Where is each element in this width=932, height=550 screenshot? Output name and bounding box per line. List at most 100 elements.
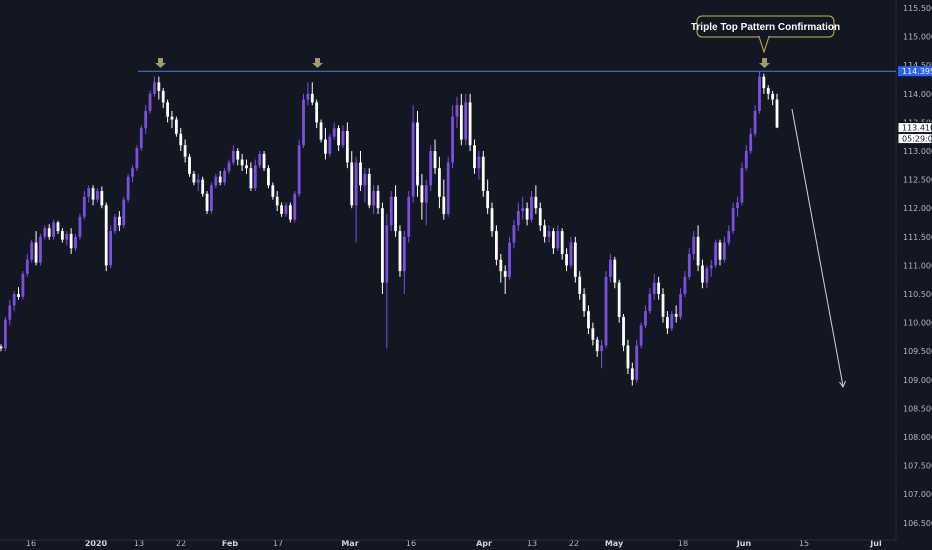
candle-body xyxy=(635,345,639,380)
candle-body xyxy=(740,168,744,203)
candle xyxy=(17,287,20,300)
candle xyxy=(670,311,674,332)
candle-body xyxy=(91,188,95,200)
candle xyxy=(218,171,222,186)
projection-arrow[interactable] xyxy=(791,108,846,389)
candle-body xyxy=(407,196,411,237)
candle xyxy=(367,168,371,209)
candle xyxy=(161,88,165,109)
candle xyxy=(359,151,362,192)
candle-body xyxy=(595,339,599,352)
candle xyxy=(464,93,468,146)
candle-body xyxy=(530,196,533,220)
annotation-callout[interactable]: Triple Top Pattern Confirmation xyxy=(691,15,840,54)
candle-body xyxy=(131,168,134,177)
candle-body xyxy=(161,90,165,103)
candle-body xyxy=(477,156,481,169)
candle-body xyxy=(52,222,56,237)
top-arrow-marker-1[interactable] xyxy=(155,58,166,68)
candle-body xyxy=(201,179,205,194)
candle xyxy=(280,202,283,217)
candle xyxy=(104,202,108,272)
candle xyxy=(174,116,178,137)
candle xyxy=(530,191,533,223)
candle-body xyxy=(306,93,310,100)
candle-body xyxy=(508,242,511,277)
candle-body xyxy=(683,276,687,294)
last-price-label: 113.410 xyxy=(897,122,932,134)
date-tick-label: 22 xyxy=(569,539,579,548)
top-arrow-marker-3[interactable] xyxy=(759,58,770,68)
candle xyxy=(552,228,555,254)
date-tick-label: Mar xyxy=(341,539,358,548)
candle xyxy=(236,148,240,166)
candle-body xyxy=(512,225,516,243)
candle-body xyxy=(153,82,156,94)
candle xyxy=(617,279,621,323)
candle xyxy=(692,231,696,260)
candle xyxy=(227,159,231,174)
candle-body xyxy=(534,196,538,209)
candle-body xyxy=(416,122,419,186)
candle-body xyxy=(516,211,520,226)
candle-body xyxy=(758,76,761,111)
candle-body xyxy=(192,173,196,183)
candle xyxy=(91,185,95,206)
candle xyxy=(411,105,415,203)
candle-body xyxy=(144,110,148,129)
candle xyxy=(459,93,463,146)
candle-body xyxy=(74,236,77,249)
candle-body xyxy=(258,153,262,166)
candle-body xyxy=(210,185,213,212)
candle xyxy=(569,236,573,269)
candle xyxy=(350,151,354,209)
candle xyxy=(749,128,753,154)
candle-body xyxy=(253,165,257,189)
candle xyxy=(639,322,643,349)
price-tick-label: 112.500 xyxy=(903,176,932,185)
candle-body xyxy=(455,105,459,117)
candle xyxy=(43,225,47,240)
candle-body xyxy=(521,208,525,212)
candle-body xyxy=(227,162,231,172)
candle-body xyxy=(275,196,279,206)
candle-body xyxy=(126,176,130,200)
candle xyxy=(210,182,213,214)
candle-body xyxy=(398,231,402,272)
candle xyxy=(543,219,547,243)
candle-body xyxy=(117,216,121,226)
candle xyxy=(310,82,314,106)
price-tick-label: 112.000 xyxy=(903,204,932,213)
candle xyxy=(687,248,691,280)
candle-body xyxy=(69,233,73,249)
candle-body xyxy=(30,242,34,260)
candle xyxy=(337,125,340,151)
candle-body xyxy=(43,228,47,237)
candle-body xyxy=(486,191,490,209)
candle xyxy=(674,305,678,323)
candle xyxy=(196,173,200,192)
candle-body xyxy=(446,162,450,214)
resistance-price-label: 114.395 xyxy=(898,66,932,77)
candle xyxy=(297,139,301,197)
candle-body xyxy=(372,191,376,206)
date-axis[interactable]: 16 2020 13 22 Feb 17 Mar 16 Apr 13 22 May 18 Jun 15 Jul xyxy=(26,539,882,548)
candle-body xyxy=(560,231,564,254)
candle xyxy=(402,231,406,294)
price-axis[interactable]: 106.500 107.000 107.500 108.000 108.500 109.0… xyxy=(903,4,932,528)
candle-body xyxy=(174,119,178,134)
top-arrow-marker-2[interactable] xyxy=(312,58,323,68)
candle-body xyxy=(665,316,669,329)
price-tick-label: 107.500 xyxy=(903,462,932,471)
candle-body xyxy=(3,319,7,349)
candle xyxy=(100,186,104,209)
candle xyxy=(766,85,770,100)
candle-body xyxy=(569,242,573,266)
candle xyxy=(525,202,529,226)
candle xyxy=(284,202,288,217)
candle xyxy=(341,125,345,149)
candle xyxy=(170,110,174,129)
candle xyxy=(744,145,748,172)
candle-body xyxy=(538,208,542,226)
